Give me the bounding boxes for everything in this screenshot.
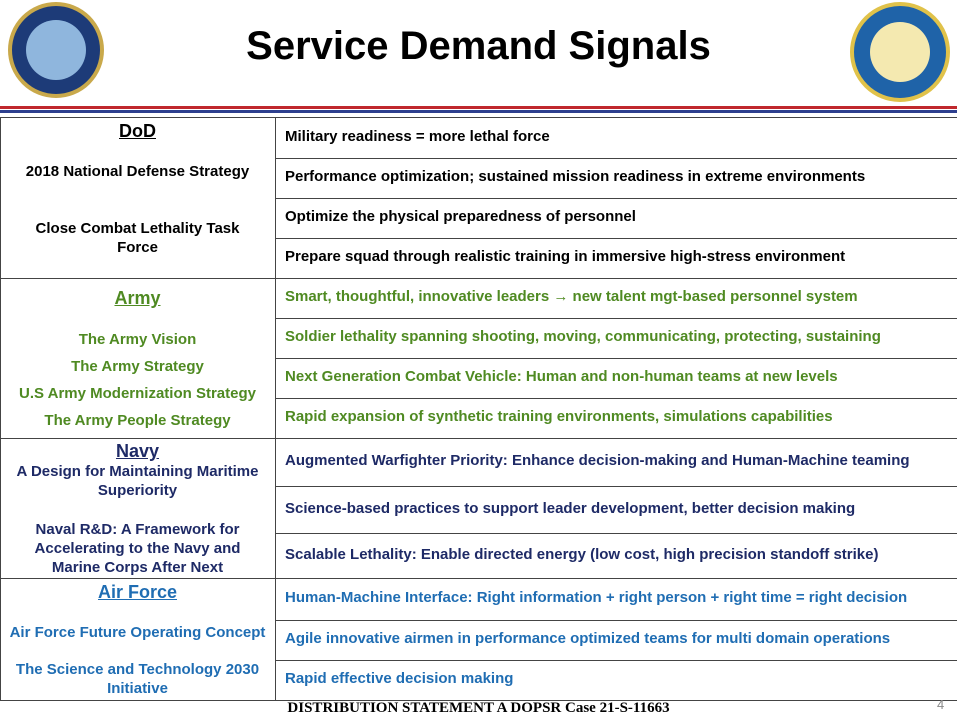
source-document: The Army Strategy [71, 358, 204, 375]
dst-seal-center [870, 22, 930, 82]
dod-seal-center [26, 20, 86, 80]
source-document: The Army People Strategy [44, 412, 231, 429]
demand-signal: Optimize the physical preparedness of pe… [285, 208, 636, 225]
page-number: 4 [937, 697, 945, 712]
demand-signal: Rapid effective decision making [285, 670, 514, 687]
source-document: 2018 National Defense Strategy [25, 163, 250, 180]
demand-signal: Rapid expansion of synthetic training en… [285, 408, 833, 425]
demand-signal: Smart, thoughtful, innovative leaders → … [285, 288, 858, 305]
demand-signal: Augmented Warfighter Priority: Enhance d… [285, 452, 910, 469]
demand-signal: Next Generation Combat Vehicle: Human an… [285, 368, 838, 385]
source-document: The Army Vision [78, 331, 197, 348]
section-heading: Navy [115, 441, 160, 461]
section-heading: Army [114, 288, 161, 308]
demand-signal: Human-Machine Interface: Right informati… [285, 589, 908, 606]
blue-rule [0, 110, 957, 113]
section-heading: DoD [119, 121, 156, 141]
red-rule [0, 106, 957, 109]
demand-signal: Scalable Lethality: Enable directed ener… [285, 545, 879, 563]
source-document: Naval R&D: A Framework for Accelerating … [34, 521, 241, 576]
signal-cell [275, 660, 957, 701]
source-document: Close Combat Lethality Task Force [35, 220, 240, 256]
header-graphics [0, 2, 957, 113]
source-document: U.S Army Modernization Strategy [19, 385, 256, 402]
source-document: The Science and Technology 2030 Initiati… [15, 661, 260, 697]
section-heading: Air Force [97, 582, 178, 602]
demand-signal: Science-based practices to support leade… [285, 499, 856, 517]
demand-signal: Agile innovative airmen in performance o… [285, 630, 891, 647]
demand-signal: Military readiness = more lethal force [285, 127, 550, 145]
source-document: Air Force Future Operating Concept [9, 624, 266, 641]
demand-signal: Prepare squad through realistic training… [285, 248, 846, 265]
source-document: A Design for Maintaining Maritime Superi… [16, 463, 259, 499]
demand-signal: Soldier lethality spanning shooting, mov… [285, 328, 881, 345]
demand-signal: Performance optimization; sustained miss… [285, 168, 866, 185]
distribution-statement: DISTRIBUTION STATEMENT A DOPSR Case 21-S… [287, 700, 670, 716]
slide-title: Service Demand Signals [246, 24, 711, 68]
